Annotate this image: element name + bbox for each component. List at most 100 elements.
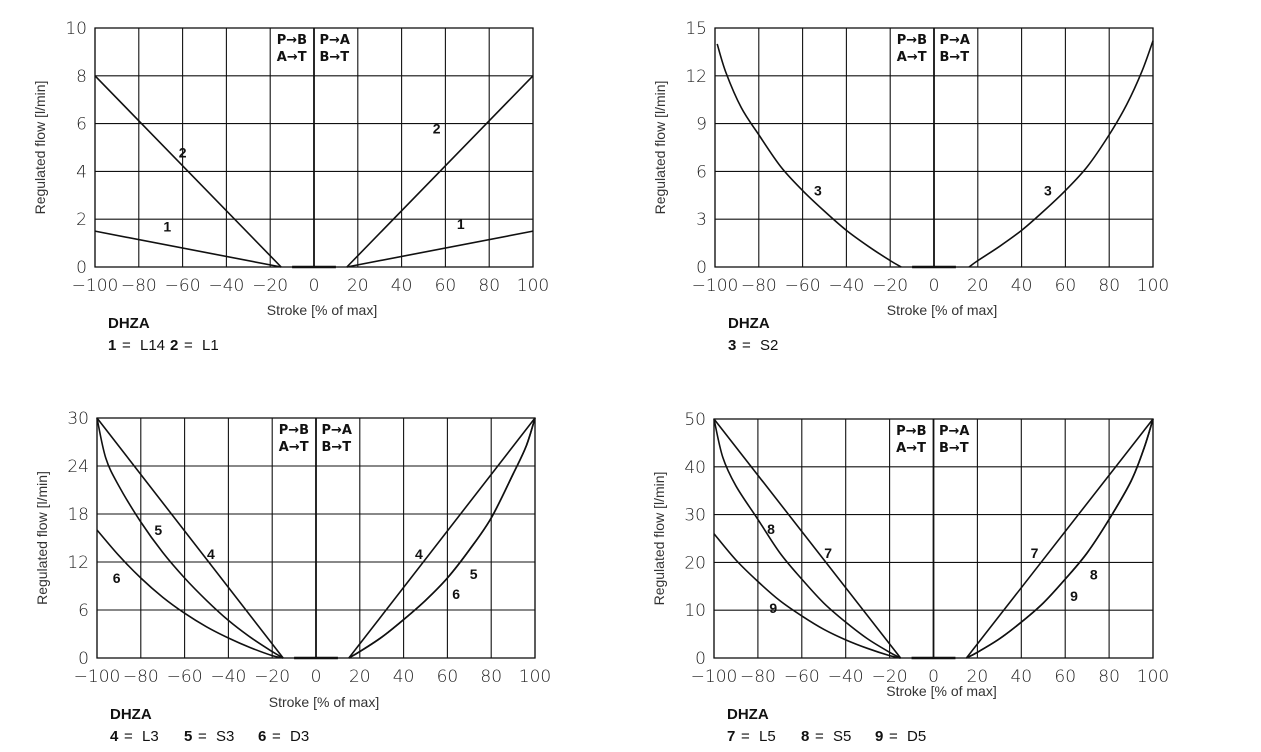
y-axis-label: Regulated flow [l/min] (651, 472, 667, 606)
legend-key: 5 (184, 728, 192, 745)
legend-value: L14 (140, 337, 165, 354)
flow-direction-left-2: A→T (279, 440, 309, 455)
y-tick-label: 40 (684, 458, 706, 478)
legend-value: L1 (202, 337, 219, 354)
legend-equals: = (272, 728, 281, 745)
y-tick-label: 3 (696, 210, 707, 230)
legend-value: L3 (142, 728, 159, 745)
legend-item: 4 = L3 (110, 728, 159, 745)
x-axis-label: Stroke [% of max] (887, 302, 997, 318)
legend-item: 1 = L14 (108, 337, 165, 354)
flow-direction-left-1: P→B (896, 424, 926, 439)
x-tick-label: 100 (1137, 276, 1169, 296)
x-tick-label: 20 (967, 667, 989, 687)
y-axis-label: Regulated flow [l/min] (32, 81, 48, 215)
y-tick-label: 6 (78, 601, 89, 621)
curve-label: 9 (1070, 588, 1078, 604)
x-tick-label: −40 (210, 667, 246, 687)
x-tick-label: −60 (785, 276, 821, 296)
x-tick-label: −40 (208, 276, 244, 296)
legend-item: 6 = D3 (258, 728, 309, 745)
curve-label: 6 (452, 586, 460, 602)
series-5-curve-left (96, 417, 284, 659)
y-axis-label: Regulated flow [l/min] (652, 81, 668, 215)
legend-value: D3 (290, 728, 309, 745)
x-tick-label: 80 (1098, 667, 1120, 687)
y-tick-label: 0 (78, 649, 89, 669)
y-tick-label: 0 (76, 258, 87, 278)
y-tick-label: 8 (76, 67, 87, 87)
x-tick-label: −60 (167, 667, 203, 687)
legend-title: DHZA (727, 706, 769, 723)
series-7-curve-left (713, 418, 902, 659)
x-tick-label: −20 (254, 667, 290, 687)
series-1-curve-right (346, 230, 534, 268)
legend-item: 2 = L1 (170, 337, 219, 354)
y-tick-label: 12 (685, 67, 707, 87)
y-tick-label: 18 (67, 505, 89, 525)
x-tick-label: 40 (1010, 667, 1032, 687)
x-tick-label: 0 (928, 667, 939, 687)
curve-label: 4 (207, 546, 215, 562)
chart-2: −100 −80 −60 −40 −20 0 20 40 60 80 100 0 3 6 9 12 15 Stro… (652, 19, 1169, 354)
chart-3: −100 −80 −60 −40 −20 0 20 40 60 80 100 0 6 12 18 24 30 St… (34, 409, 551, 745)
x-tick-label: −80 (740, 667, 776, 687)
legend-key: 4 (110, 728, 119, 745)
legend-value: S2 (760, 337, 778, 354)
flow-direction-left-1: P→B (279, 423, 309, 438)
legend-equals: = (122, 337, 131, 354)
x-tick-label: 0 (309, 276, 320, 296)
x-tick-label: −40 (828, 276, 864, 296)
legend-equals: = (815, 728, 824, 745)
x-tick-label: 60 (1054, 667, 1076, 687)
x-tick-label: 100 (519, 667, 551, 687)
legend-item: 8 = S5 (801, 728, 851, 745)
x-tick-label: −80 (741, 276, 777, 296)
x-tick-label: 20 (347, 276, 369, 296)
legend-title: DHZA (108, 315, 150, 332)
series-6-curve-right (348, 417, 536, 659)
series-7-curve-right (965, 418, 1154, 659)
legend-equals: = (742, 337, 751, 354)
x-tick-label: −20 (872, 276, 908, 296)
series-6-curve-left (96, 529, 284, 659)
flow-direction-right-1: P→A (939, 33, 969, 48)
series-3-curve-right (968, 40, 1154, 268)
series-2-curve-right (346, 75, 534, 268)
legend-equals: = (124, 728, 133, 745)
flow-direction-right-2: B→T (939, 50, 969, 65)
flow-direction-right-2: B→T (319, 50, 349, 65)
x-tick-label: 40 (393, 667, 415, 687)
flow-direction-right-1: P→A (321, 423, 351, 438)
curve-label: 8 (1090, 566, 1098, 582)
flow-direction-right-1: P→A (939, 424, 969, 439)
y-tick-label: 6 (696, 162, 707, 182)
y-tick-label: 10 (684, 601, 706, 621)
x-axis-label: Stroke [% of max] (886, 683, 996, 699)
x-tick-label: −20 (872, 667, 908, 687)
y-tick-label: 10 (65, 19, 87, 39)
legend-item: 9 = D5 (875, 728, 926, 745)
y-tick-label: 0 (696, 258, 707, 278)
legend-equals: = (889, 728, 898, 745)
legend-equals: = (198, 728, 207, 745)
y-tick-label: 24 (67, 457, 89, 477)
x-tick-label: 100 (1137, 667, 1169, 687)
series-8-curve-left (713, 418, 901, 659)
legend-value: D5 (907, 728, 926, 745)
x-tick-label: 60 (435, 276, 457, 296)
y-tick-label: 20 (684, 553, 706, 573)
x-tick-label: 60 (437, 667, 459, 687)
flow-direction-right-2: B→T (939, 441, 969, 456)
legend-key: 8 (801, 728, 809, 745)
curve-label: 6 (113, 570, 121, 586)
x-tick-label: 0 (929, 276, 940, 296)
curve-label: 7 (824, 545, 832, 561)
x-axis-label: Stroke [% of max] (269, 694, 379, 710)
legend-key: 1 (108, 337, 116, 354)
x-tick-label: −100 (74, 667, 121, 687)
x-tick-label: 40 (1011, 276, 1033, 296)
flow-direction-left-1: P→B (897, 33, 927, 48)
x-tick-label: −60 (165, 276, 201, 296)
